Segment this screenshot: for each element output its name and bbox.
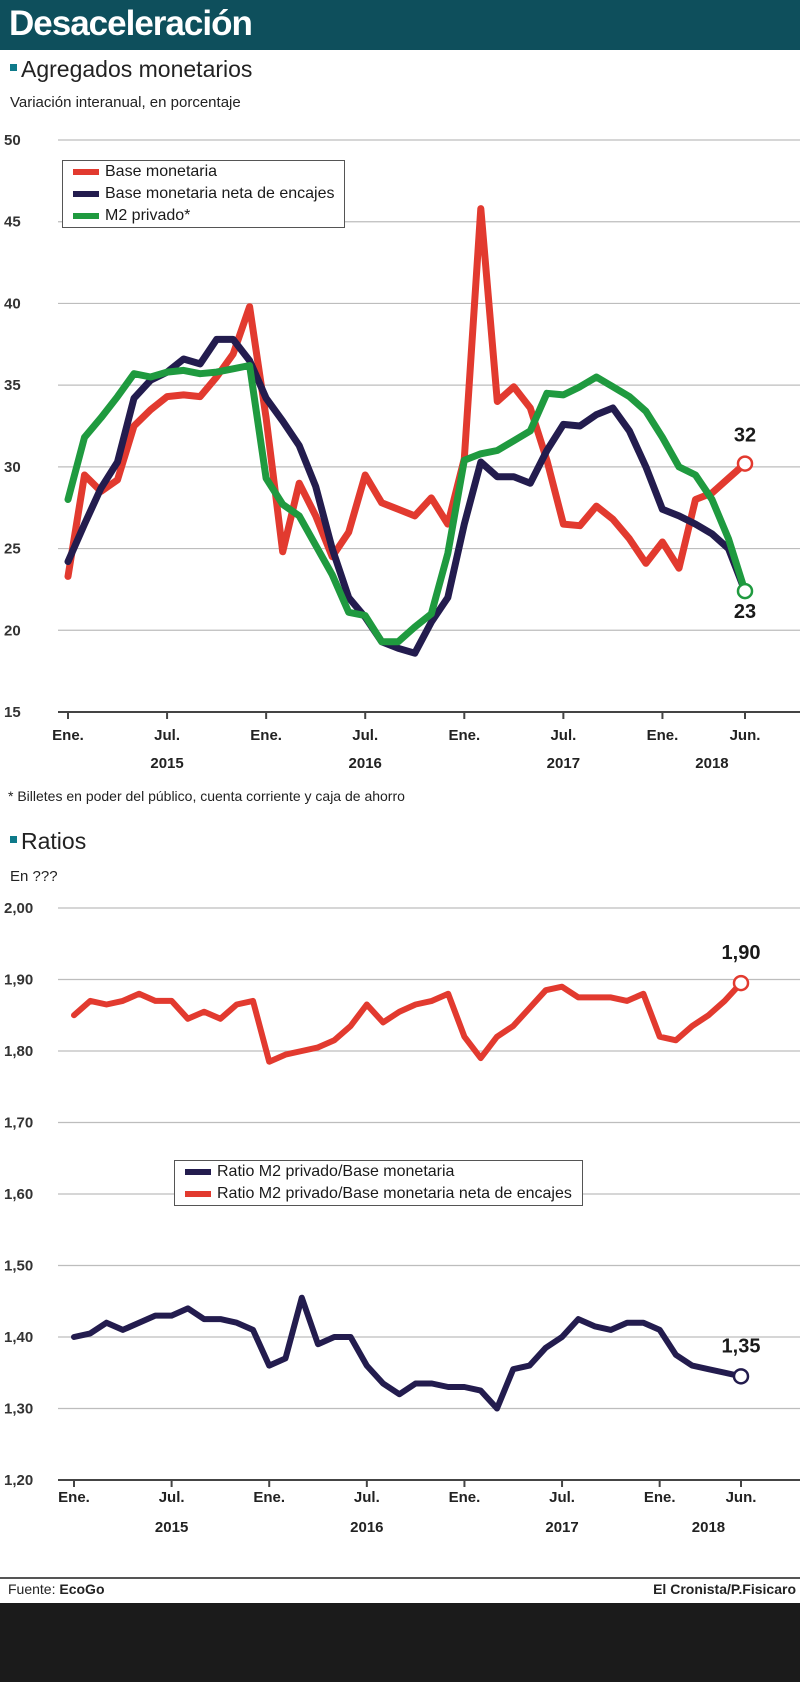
annotation-label: 1,35 <box>722 1335 761 1357</box>
annotation-label: 23 <box>734 601 756 623</box>
y-tick-label: 25 <box>4 541 21 558</box>
x-tick-label: Jun. <box>730 727 761 744</box>
year-label: 2016 <box>349 755 382 772</box>
source-note: Fuente: EcoGo <box>8 1581 105 1597</box>
y-tick-label: 1,60 <box>4 1186 33 1203</box>
legend-swatch <box>73 169 99 175</box>
annotation-label: 32 <box>734 425 756 447</box>
legend-item: Base monetaria neta de encajes <box>63 183 344 205</box>
x-tick-label: Jul. <box>159 1489 185 1506</box>
y-tick-label: 1,80 <box>4 1043 33 1060</box>
x-tick-label: Jul. <box>550 727 576 744</box>
bullet-square-icon <box>10 836 17 844</box>
legend-swatch <box>73 213 99 219</box>
year-label: 2015 <box>150 755 183 772</box>
x-tick-label: Ene. <box>449 1489 481 1506</box>
y-tick-label: 45 <box>4 214 21 231</box>
legend-item: M2 privado* <box>63 205 344 227</box>
y-tick-label: 1,40 <box>4 1329 33 1346</box>
legend-label: Base monetaria neta de encajes <box>105 185 335 202</box>
series-line <box>71 980 744 1065</box>
x-tick-label: Jul. <box>549 1489 575 1506</box>
legend-item: Ratio M2 privado/Base monetaria neta de … <box>175 1183 582 1205</box>
legend-label: Ratio M2 privado/Base monetaria neta de … <box>217 1185 572 1202</box>
series-line <box>71 1294 744 1412</box>
end-marker <box>736 582 754 600</box>
y-tick-label: 40 <box>4 295 21 312</box>
x-tick-label: Jul. <box>352 727 378 744</box>
legend-swatch <box>73 191 99 197</box>
y-tick-label: 1,50 <box>4 1258 33 1275</box>
y-tick-label: 35 <box>4 377 21 394</box>
source-label: Fuente: <box>8 1581 56 1597</box>
legend-ratios: Ratio M2 privado/Base monetaria Ratio M2 … <box>174 1160 583 1206</box>
header-bar: Desaceleración <box>0 0 800 50</box>
chart-ratios: 1,20 1,30 1,40 1,50 1,60 1,70 1,80 1,90 2,00 Ene.… <box>4 900 800 1536</box>
legend-label: Ratio M2 privado/Base monetaria <box>217 1163 455 1180</box>
x-tick-label: Jun. <box>726 1489 757 1506</box>
year-label: 2018 <box>695 755 728 772</box>
x-tick-label: Ene. <box>52 727 84 744</box>
end-marker <box>736 455 754 472</box>
x-tick-label: Ene. <box>250 727 282 744</box>
x-tick-label: Ene. <box>448 727 480 744</box>
section-title-agregados: Agregados monetarios <box>10 56 252 83</box>
annotation-label: 1,90 <box>722 942 761 964</box>
credit: El Cronista/P.Fisicaro <box>653 1581 796 1597</box>
legend-item: Ratio M2 privado/Base monetaria <box>175 1161 582 1183</box>
y-tick-label: 2,00 <box>4 900 33 917</box>
section-subtitle-agregados: Variación interanual, en porcentaje <box>10 94 241 111</box>
section-title-agregados-text: Agregados monetarios <box>21 56 253 82</box>
x-tick-label: Ene. <box>253 1489 285 1506</box>
legend-label: M2 privado* <box>105 207 191 224</box>
x-tick-label: Jul. <box>354 1489 380 1506</box>
section-subtitle-ratios: En ??? <box>10 868 58 885</box>
legend-label: Base monetaria <box>105 163 218 180</box>
legend-agregados: Base monetaria Base monetaria neta de enc… <box>62 160 346 228</box>
y-tick-label: 30 <box>4 459 21 476</box>
year-label: 2018 <box>692 1519 725 1536</box>
series-line <box>64 205 749 580</box>
section-title-ratios-text: Ratios <box>21 828 87 854</box>
footnote: * Billetes en poder del público, cuenta … <box>8 788 405 804</box>
x-tick-label: Ene. <box>58 1489 90 1506</box>
y-tick-label: 20 <box>4 622 21 639</box>
year-label: 2016 <box>350 1519 383 1536</box>
bullet-square-icon <box>10 64 17 72</box>
year-label: 2017 <box>547 755 580 772</box>
series-line <box>64 335 749 657</box>
source-name: EcoGo <box>59 1581 105 1597</box>
y-tick-label: 1,20 <box>4 1472 33 1489</box>
chart-agregados-monetarios: 15 20 25 30 35 40 45 50 Ene. Jul. Ene. Jul. Ene. Jul.… <box>4 132 800 772</box>
y-tick-label: 1,70 <box>4 1115 33 1132</box>
x-tick-label: Ene. <box>647 727 679 744</box>
legend-swatch <box>185 1169 211 1175</box>
end-marker <box>732 1368 750 1385</box>
series-line <box>64 362 749 646</box>
footer-divider <box>0 1577 800 1579</box>
y-tick-label: 1,30 <box>4 1401 33 1418</box>
y-tick-label: 50 <box>4 132 21 149</box>
page-title: Desaceleración <box>9 4 253 43</box>
section-title-ratios: Ratios <box>10 828 86 855</box>
x-tick-label: Jul. <box>154 727 180 744</box>
bottom-bar <box>0 1603 800 1682</box>
end-marker <box>732 974 750 992</box>
legend-swatch <box>185 1191 211 1197</box>
x-tick-label: Ene. <box>644 1489 676 1506</box>
year-label: 2015 <box>155 1519 188 1536</box>
legend-item: Base monetaria <box>63 161 344 183</box>
year-label: 2017 <box>545 1519 578 1536</box>
y-tick-label: 1,90 <box>4 972 33 989</box>
y-tick-label: 15 <box>4 704 21 721</box>
